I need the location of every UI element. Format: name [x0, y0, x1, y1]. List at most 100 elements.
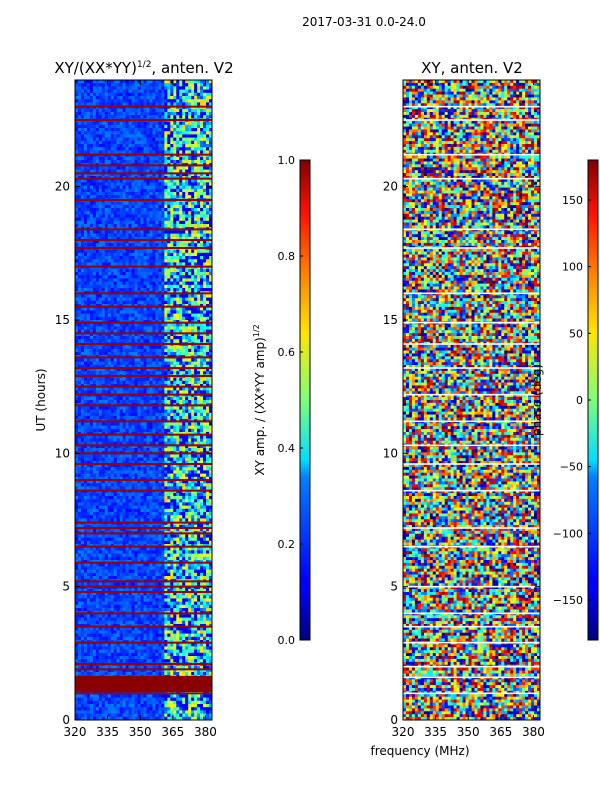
heatmap-cell [125, 409, 129, 414]
heatmap-cell [194, 230, 198, 234]
heatmap-cell [98, 185, 103, 190]
heatmap-cell [161, 329, 165, 334]
heatmap-cell [75, 294, 79, 298]
heatmap-cell [134, 83, 138, 87]
heatmap-cell [209, 240, 212, 244]
heatmap-cell [113, 192, 117, 196]
heatmap-cell [113, 300, 117, 305]
heatmap-cell [137, 275, 141, 279]
heatmap-cell [95, 243, 100, 247]
heatmap-cell [134, 409, 138, 414]
heatmap-cell [101, 121, 106, 126]
heatmap-cell [149, 233, 153, 238]
heatmap-cell [152, 371, 156, 375]
heatmap-cell [77, 409, 82, 414]
heatmap-cell [83, 272, 88, 276]
heatmap-cell [116, 332, 120, 337]
heatmap-cell [191, 166, 195, 170]
heatmap-cell [182, 214, 186, 218]
heatmap-cell [119, 345, 123, 350]
heatmap-cell [197, 121, 201, 126]
heatmap-cell [101, 134, 106, 138]
heatmap-cell [101, 278, 106, 282]
heatmap-cell [77, 281, 82, 286]
heatmap-cell [188, 140, 192, 145]
heatmap-cell [143, 240, 147, 244]
heatmap-cell [185, 204, 189, 209]
heatmap-cell [110, 172, 115, 177]
heatmap-cell [75, 425, 79, 430]
heatmap-cell [119, 396, 123, 401]
heatmap-cell [140, 134, 144, 138]
heatmap-cell [158, 268, 162, 273]
heatmap-cell [155, 252, 159, 257]
heatmap-cell [149, 275, 153, 279]
heatmap-cell [110, 96, 115, 100]
heatmap-cell [119, 412, 123, 417]
heatmap-cell [194, 166, 198, 170]
heatmap-cell [110, 211, 115, 215]
heatmap-cell [89, 182, 94, 186]
heatmap-cell [188, 272, 192, 276]
heatmap-cell [107, 336, 112, 340]
heatmap-cell [80, 275, 85, 279]
heatmap-cell [197, 284, 201, 289]
heatmap-cell [146, 121, 150, 126]
heatmap-cell [164, 192, 168, 196]
heatmap-cell [146, 112, 150, 116]
heatmap-cell [101, 172, 106, 177]
heatmap-cell [75, 86, 79, 90]
heatmap-cell [206, 377, 210, 382]
heatmap-cell [182, 156, 186, 161]
heatmap-cell [116, 288, 120, 292]
heatmap-cell [161, 416, 165, 420]
heatmap-cell [194, 115, 198, 119]
heatmap-cell [98, 390, 103, 394]
heatmap-cell [131, 160, 135, 164]
heatmap-cell [113, 124, 117, 129]
heatmap-cell [77, 268, 82, 273]
heatmap-cell [164, 252, 168, 257]
heatmap-cell [86, 400, 91, 404]
heatmap-cell [203, 352, 207, 356]
heatmap-cell [77, 188, 82, 193]
heatmap-cell [182, 83, 186, 87]
heatmap-cell [167, 147, 171, 151]
heatmap-cell [164, 294, 168, 298]
heatmap-cell [209, 323, 212, 327]
heatmap-cell [158, 412, 162, 417]
heatmap-cell [197, 92, 201, 97]
heatmap-cell [197, 400, 201, 404]
heatmap-cell [188, 128, 192, 132]
heatmap-cell [113, 368, 117, 372]
heatmap-cell [158, 352, 162, 356]
heatmap-cell [77, 412, 82, 417]
heatmap-cell [125, 217, 129, 222]
heatmap-cell [143, 195, 147, 199]
heatmap-cell [104, 140, 109, 145]
heatmap-cell [164, 316, 168, 321]
heatmap-cell [149, 396, 153, 401]
heatmap-cell [134, 112, 138, 116]
heatmap-cell [134, 224, 138, 228]
heatmap-cell [86, 233, 91, 238]
heatmap-cell [80, 83, 85, 87]
heatmap-cell [146, 275, 150, 279]
heatmap-cell [107, 409, 112, 414]
heatmap-cell [146, 377, 150, 382]
heatmap-cell [179, 316, 183, 321]
heatmap-cell [164, 89, 168, 94]
heatmap-cell [86, 371, 91, 375]
heatmap-cell [137, 230, 141, 234]
heatmap-cell [131, 332, 135, 337]
heatmap-cell [161, 233, 165, 238]
heatmap-cell [167, 102, 171, 106]
heatmap-cell [113, 230, 117, 234]
heatmap-cell [155, 224, 159, 228]
heatmap-cell [206, 400, 210, 404]
heatmap-cell [107, 137, 112, 142]
heatmap-cell [95, 284, 100, 289]
heatmap-cell [113, 323, 117, 327]
heatmap-cell [140, 166, 144, 170]
heatmap-cell [95, 124, 100, 129]
